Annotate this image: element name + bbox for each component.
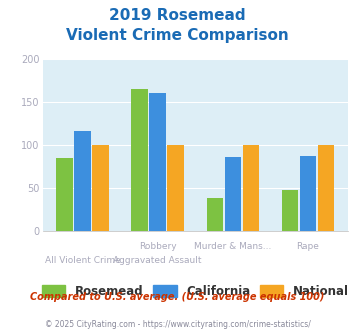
- Text: © 2025 CityRating.com - https://www.cityrating.com/crime-statistics/: © 2025 CityRating.com - https://www.city…: [45, 320, 310, 329]
- Bar: [282, 190, 298, 231]
- Text: Rape: Rape: [296, 242, 319, 251]
- Bar: [93, 145, 109, 231]
- Text: Murder & Mans...: Murder & Mans...: [194, 242, 272, 251]
- Bar: [168, 145, 184, 231]
- Bar: [300, 156, 316, 231]
- Bar: [131, 89, 148, 231]
- Bar: [242, 145, 259, 231]
- Text: Robbery: Robbery: [139, 242, 176, 251]
- Bar: [317, 145, 334, 231]
- Bar: [56, 158, 73, 231]
- Text: Aggravated Assault: Aggravated Assault: [114, 256, 202, 265]
- Text: Violent Crime Comparison: Violent Crime Comparison: [66, 28, 289, 43]
- Bar: [149, 93, 166, 231]
- Bar: [207, 198, 223, 231]
- Bar: [224, 157, 241, 231]
- Bar: [75, 131, 91, 231]
- Text: 2019 Rosemead: 2019 Rosemead: [109, 8, 246, 23]
- Text: All Violent Crime: All Violent Crime: [45, 256, 121, 265]
- Text: Compared to U.S. average. (U.S. average equals 100): Compared to U.S. average. (U.S. average …: [30, 292, 325, 302]
- Legend: Rosemead, California, National: Rosemead, California, National: [42, 285, 349, 298]
